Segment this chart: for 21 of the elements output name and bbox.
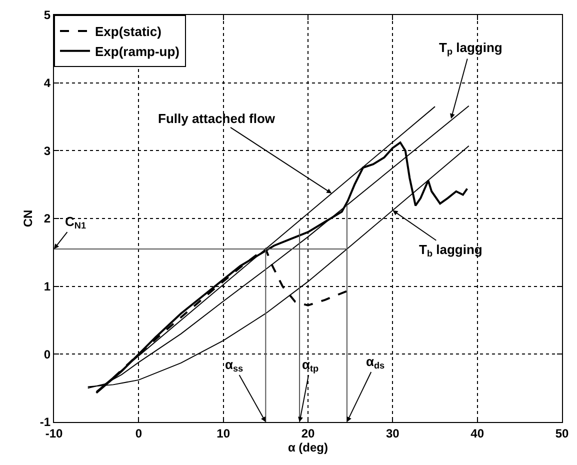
y-tick-label: 2 bbox=[44, 212, 51, 226]
annotation: T$_{b}$ lagging bbox=[419, 242, 482, 259]
y-tick-label: 5 bbox=[44, 8, 51, 22]
y-tick-label: 4 bbox=[44, 76, 51, 90]
legend-label: Exp(static) bbox=[95, 24, 162, 40]
annotation: α$_{ss}$ bbox=[225, 357, 244, 374]
x-tick-label: 50 bbox=[555, 426, 569, 440]
x-axis-title: α (deg) bbox=[288, 440, 328, 454]
x-tick-label: 40 bbox=[470, 426, 484, 440]
x-tick-label: 30 bbox=[386, 426, 400, 440]
x-tick-label: 20 bbox=[301, 426, 315, 440]
annotation: Fully attached flow bbox=[158, 111, 276, 126]
annotation: α$_{ds}$ bbox=[366, 354, 385, 371]
y-tick-label: 0 bbox=[44, 347, 51, 362]
legend-label: Exp(ramp-up) bbox=[95, 44, 180, 59]
y-tick-label: 3 bbox=[44, 144, 51, 158]
x-tick-label: 10 bbox=[216, 426, 230, 440]
x-tick-label: 0 bbox=[135, 426, 142, 440]
y-tick-label: 1 bbox=[44, 280, 51, 294]
y-axis-title: CN bbox=[21, 210, 36, 228]
annotation: T$_{p}$ lagging bbox=[439, 40, 502, 57]
